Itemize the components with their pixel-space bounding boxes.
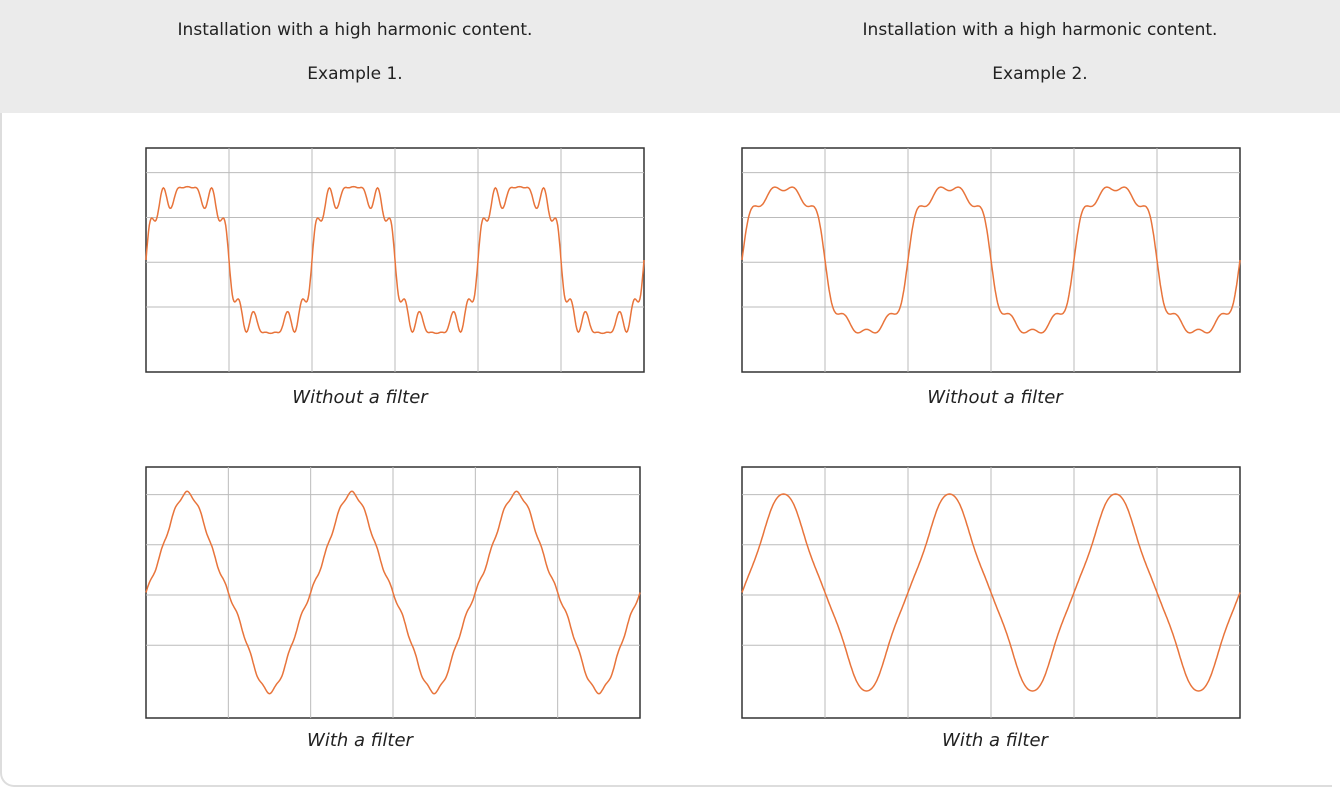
waveform [741, 493, 1241, 692]
column-subtitle: Example 2. [992, 64, 1088, 84]
waveform [145, 185, 645, 335]
caption: Without a filter [292, 387, 429, 408]
caption: Without a filter [927, 387, 1064, 408]
caption: With a filter [307, 730, 414, 751]
waveform [741, 186, 1241, 334]
caption: With a filter [942, 730, 1049, 751]
content-frame [0, 113, 1332, 787]
waveform [145, 490, 641, 695]
header: Installation with a high harmonic conten… [0, 0, 1340, 113]
column-title: Installation with a high harmonic conten… [862, 20, 1218, 40]
column-title: Installation with a high harmonic conten… [177, 20, 533, 40]
column-subtitle: Example 1. [307, 64, 403, 84]
